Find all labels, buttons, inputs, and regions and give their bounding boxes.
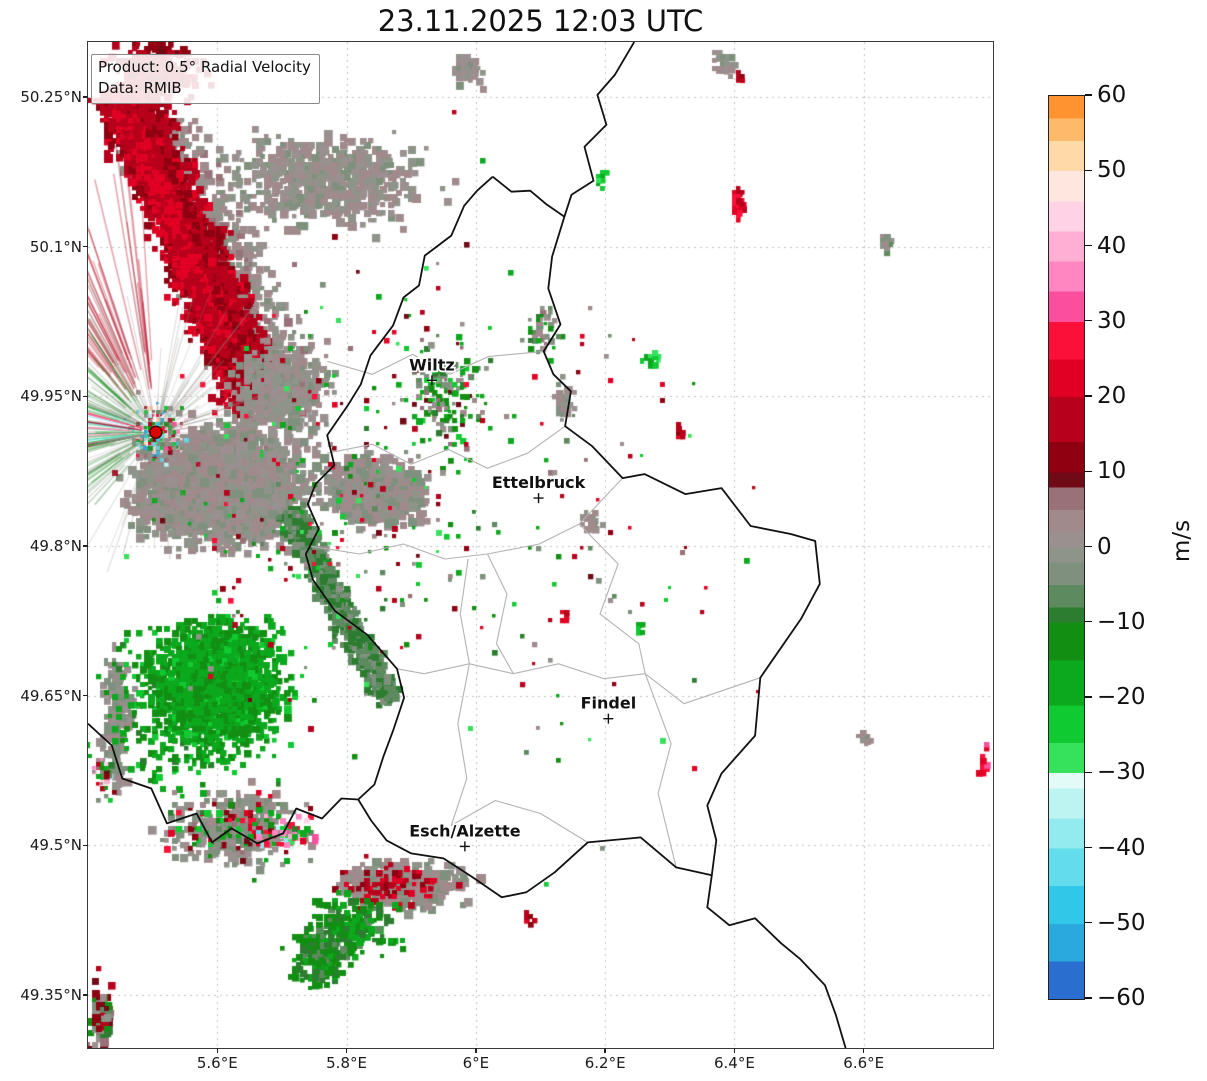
x-axis-tick-label: 6°E <box>462 1054 490 1072</box>
x-axis-tick-label: 6.4°E <box>714 1054 755 1072</box>
country-border-france-germany <box>706 875 847 1048</box>
y-axis-tick-label: 49.65°N <box>20 686 82 705</box>
city-marker-esch-alzette <box>459 841 470 852</box>
x-axis-tick-label: 6.6°E <box>843 1054 885 1072</box>
colorbar-tick <box>1085 94 1092 96</box>
colorbar-tick-label: 20 <box>1097 383 1127 409</box>
canton-border <box>450 558 470 826</box>
y-axis-tick-label: 49.35°N <box>20 986 82 1005</box>
x-axis-tick <box>604 1048 606 1053</box>
y-axis-tick <box>83 96 88 98</box>
colorbar-tick <box>1085 169 1092 171</box>
colorbar-tick-label: −40 <box>1097 834 1146 861</box>
x-axis-tick-label: 6.2°E <box>584 1054 626 1072</box>
y-axis-tick-label: 50.1°N <box>29 237 82 256</box>
y-axis-tick <box>83 695 88 697</box>
city-marker-findel <box>603 713 614 724</box>
y-axis-tick-label: 49.5°N <box>29 836 82 855</box>
city-label-ettelbruck: Ettelbruck <box>492 473 586 492</box>
canton-border <box>396 663 470 675</box>
colorbar-tick <box>1085 997 1092 999</box>
colorbar-tick <box>1085 545 1092 548</box>
x-axis-tick <box>475 1048 477 1053</box>
x-axis-tick <box>733 1048 736 1053</box>
colorbar-tick <box>1085 244 1092 247</box>
colorbar-tick <box>1085 470 1092 472</box>
annotation-source-line: Data: RMIB <box>98 79 182 97</box>
map-overlay-svg: Wiltz Ettelbruck Findel Esch/Alzette <box>88 42 847 1048</box>
x-axis-tick <box>216 1048 218 1053</box>
canton-border <box>451 799 588 843</box>
canton-border <box>487 553 514 674</box>
velocity-field-canvas <box>88 42 993 1048</box>
city-marker-wiltz <box>426 375 437 386</box>
country-border-france-belgium <box>88 722 359 845</box>
y-axis-tick <box>83 545 88 547</box>
map-plot: Wiltz Ettelbruck Findel Esch/Alzette Produc… <box>87 41 994 1049</box>
colorbar-tick <box>1085 846 1092 849</box>
y-axis-tick <box>83 245 88 248</box>
city-marker-ettelbruck <box>533 493 544 504</box>
colorbar-tick-label: −10 <box>1097 608 1146 635</box>
colorbar-gradient <box>1048 95 1085 1000</box>
x-axis-tick <box>863 1048 865 1053</box>
x-axis-tick <box>345 1048 348 1053</box>
y-axis-tick-label: 49.95°N <box>20 387 82 406</box>
x-axis-tick-label: 5.6°E <box>196 1054 238 1072</box>
y-axis-tick <box>83 994 88 996</box>
colorbar-tick-label: 30 <box>1097 307 1127 334</box>
annotation-product-line: Product: 0.5° Radial Velocity <box>98 58 311 76</box>
canton-border <box>644 673 677 868</box>
radar-site-marker <box>149 425 163 439</box>
y-axis-tick-label: 50.25°N <box>20 87 82 106</box>
colorbar-tick-label: 10 <box>1097 458 1127 485</box>
canton-border <box>327 425 566 469</box>
colorbar-tick <box>1085 320 1092 322</box>
x-axis-tick-label: 5.8°E <box>326 1054 367 1072</box>
figure-title: 23.11.2025 12:03 UTC <box>377 4 704 38</box>
y-axis-tick-label: 49.8°N <box>29 536 82 555</box>
colorbar-tick-label: −20 <box>1097 684 1146 710</box>
colorbar-tick-label: −50 <box>1097 909 1146 936</box>
colorbar-tick <box>1085 922 1092 924</box>
colorbar-tick-label: 40 <box>1097 232 1127 259</box>
colorbar-tick <box>1085 621 1092 623</box>
city-label-esch-alzette: Esch/Alzette <box>409 821 521 840</box>
colorbar-tick <box>1085 395 1092 397</box>
country-border-luxembourg <box>304 175 821 899</box>
canton-border <box>578 523 646 674</box>
colorbar-unit-label: m/s <box>1169 519 1195 563</box>
colorbar-tick <box>1085 771 1092 773</box>
product-annotation: Product: 0.5° Radial Velocity Data: RMIB <box>91 54 320 104</box>
colorbar-tick <box>1085 696 1092 698</box>
colorbar-tick-label: −30 <box>1097 759 1146 786</box>
y-axis-tick <box>83 395 88 397</box>
country-border-belgium-germany <box>563 42 635 217</box>
colorbar-tick-label: −60 <box>1097 985 1146 1011</box>
colorbar-tick-label: 0 <box>1097 533 1112 560</box>
colorbar-tick-label: 60 <box>1097 82 1127 108</box>
y-axis-tick <box>83 844 88 847</box>
colorbar-tick-label: 50 <box>1097 157 1127 184</box>
canton-border <box>309 477 624 560</box>
city-label-wiltz: Wiltz <box>409 355 455 374</box>
city-label-findel: Findel <box>581 694 637 713</box>
